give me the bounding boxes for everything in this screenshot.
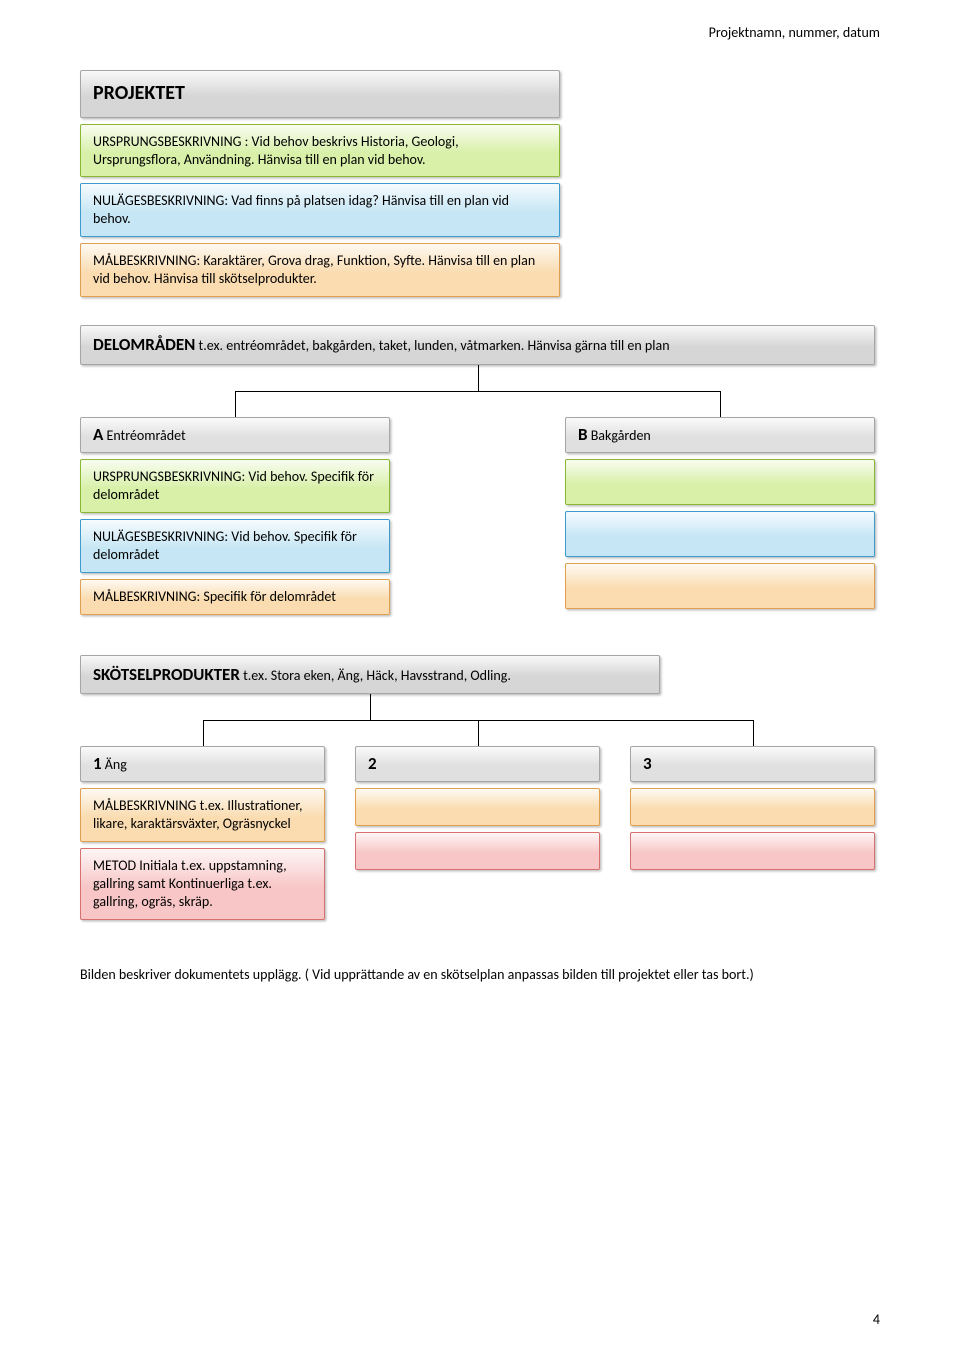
a-ursprung: URSPRUNGSBESKRIVNING: Vid behov. Specifi… <box>80 459 390 513</box>
b-r3-empty <box>565 563 875 609</box>
ang-mal: MÅLBESKRIVNING t.ex. Illustrationer, lik… <box>80 788 325 842</box>
delomraden-title-bold: DELOMRÅDEN <box>93 334 195 355</box>
col-2: 2 <box>355 746 600 926</box>
skotsel-title-bold: SKÖTSELPRODUKTER <box>93 664 240 685</box>
c3-r2-empty <box>630 832 875 870</box>
section-projektet: PROJEKTET URSPRUNGSBESKRIVNING : Vid beh… <box>80 70 560 297</box>
a-nulage: NULÄGESBESKRIVNING: Vid behov. Specifik … <box>80 519 390 573</box>
ang-prefix: 1 <box>93 753 102 774</box>
b-prefix: B <box>578 424 588 445</box>
a-mal: MÅLBESKRIVNING: Specifik för delområdet <box>80 579 390 615</box>
b-r1-empty <box>565 459 875 505</box>
c2-head: 2 <box>355 746 600 782</box>
footnote: Bilden beskriver dokumentets upplägg. ( … <box>80 966 880 985</box>
c3-prefix: 3 <box>643 753 652 774</box>
projektet-mal: MÅLBESKRIVNING: Karaktärer, Grova drag, … <box>80 243 560 297</box>
b-head: B Bakgården <box>565 417 875 453</box>
b-r2-empty <box>565 511 875 557</box>
skotsel-title: SKÖTSELPRODUKTER t.ex. Stora eken, Äng, … <box>80 655 660 695</box>
header-text: Projektnamn, nummer, datum <box>709 24 880 41</box>
projektet-ursprung: URSPRUNGSBESKRIVNING : Vid behov beskriv… <box>80 124 560 178</box>
c2-r2-empty <box>355 832 600 870</box>
c3-r1-empty <box>630 788 875 826</box>
projektet-title: PROJEKTET <box>80 70 560 118</box>
a-prefix: A <box>93 424 103 445</box>
delomraden-title-rest: t.ex. entréområdet, bakgården, taket, lu… <box>195 337 669 354</box>
c3-head: 3 <box>630 746 875 782</box>
ang-head: 1 Äng <box>80 746 325 782</box>
skotsel-title-rest: t.ex. Stora eken, Äng, Häck, Havsstrand,… <box>240 667 511 684</box>
ang-metod: METOD Initiala t.ex. uppstamning, gallri… <box>80 848 325 920</box>
section-skotselprodukter: SKÖTSELPRODUKTER t.ex. Stora eken, Äng, … <box>80 655 880 926</box>
a-rest: Entréområdet <box>103 427 185 444</box>
col-3: 3 <box>630 746 875 926</box>
page-number: 4 <box>873 1311 880 1328</box>
c2-r1-empty <box>355 788 600 826</box>
col-entreomradet: A Entréområdet URSPRUNGSBESKRIVNING: Vid… <box>80 417 390 621</box>
ang-rest: Äng <box>102 756 127 773</box>
col-bakgarden: B Bakgården <box>565 417 875 621</box>
a-head: A Entréområdet <box>80 417 390 453</box>
b-rest: Bakgården <box>588 427 651 444</box>
delomraden-title: DELOMRÅDEN t.ex. entréområdet, bakgården… <box>80 325 875 365</box>
c2-prefix: 2 <box>368 753 377 774</box>
section-delomraden: DELOMRÅDEN t.ex. entréområdet, bakgården… <box>80 325 880 620</box>
col-ang: 1 Äng MÅLBESKRIVNING t.ex. Illustratione… <box>80 746 325 926</box>
projektet-nulage: NULÄGESBESKRIVNING: Vad finns på platsen… <box>80 183 560 237</box>
